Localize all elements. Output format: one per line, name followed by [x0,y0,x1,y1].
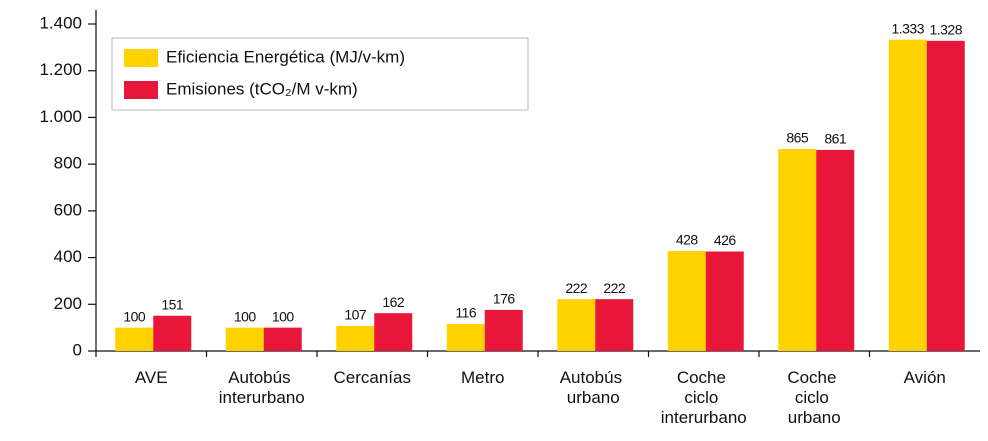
x-tick-label: AVE [135,368,168,387]
bar [225,327,264,351]
legend-label: Eficiencia Energética (MJ/v-km) [166,47,405,66]
legend-swatch [124,81,158,99]
value-label: 1.333 [891,20,924,36]
value-label: 1.328 [929,22,962,38]
bar [263,327,302,351]
bar [778,148,817,351]
y-tick-label: 0 [73,340,82,359]
value-label: 116 [455,305,477,321]
value-label: 222 [565,280,588,296]
value-label: 861 [824,131,847,147]
legend-swatch [124,49,158,67]
x-tick-label: Coche ciclo urbano [787,368,841,427]
bar [153,315,192,351]
x-tick-label: Avión [904,368,946,387]
bar [336,326,375,351]
value-label: 162 [382,294,405,310]
value-label: 176 [493,291,516,307]
y-tick-label: 600 [54,200,82,219]
bar [816,149,855,351]
y-tick-label: 200 [54,294,82,313]
value-label: 100 [123,308,146,324]
x-tick-label: Autobús interurbano [219,368,305,407]
bar [705,251,744,351]
x-tick-label: Autobús urbano [560,368,627,407]
bar [374,313,413,351]
y-tick-label: 800 [54,154,82,173]
value-label: 865 [786,130,809,146]
value-label: 426 [714,232,737,248]
legend-label: Emisiones (tCO₂/M v-km) [166,79,358,98]
bar [115,327,154,351]
value-label: 428 [676,232,699,248]
bar [446,323,485,351]
value-label: 100 [234,308,257,324]
x-tick-label: Cercanías [334,368,411,387]
bar [888,39,927,351]
x-tick-label: Coche ciclo interurbano [661,368,747,427]
y-tick-label: 1.000 [39,107,82,126]
bar [667,251,706,351]
value-label: 151 [161,296,184,312]
bar [595,299,634,351]
x-tick-label: Metro [461,368,504,387]
bar [926,40,965,352]
y-tick-label: 1.400 [39,13,82,32]
value-label: 100 [272,308,295,324]
y-tick-label: 1.200 [39,60,82,79]
value-label: 107 [344,307,367,323]
bar [484,309,523,351]
y-tick-label: 400 [54,247,82,266]
bar [557,299,596,351]
value-label: 222 [603,280,626,296]
legend-box [111,37,529,111]
